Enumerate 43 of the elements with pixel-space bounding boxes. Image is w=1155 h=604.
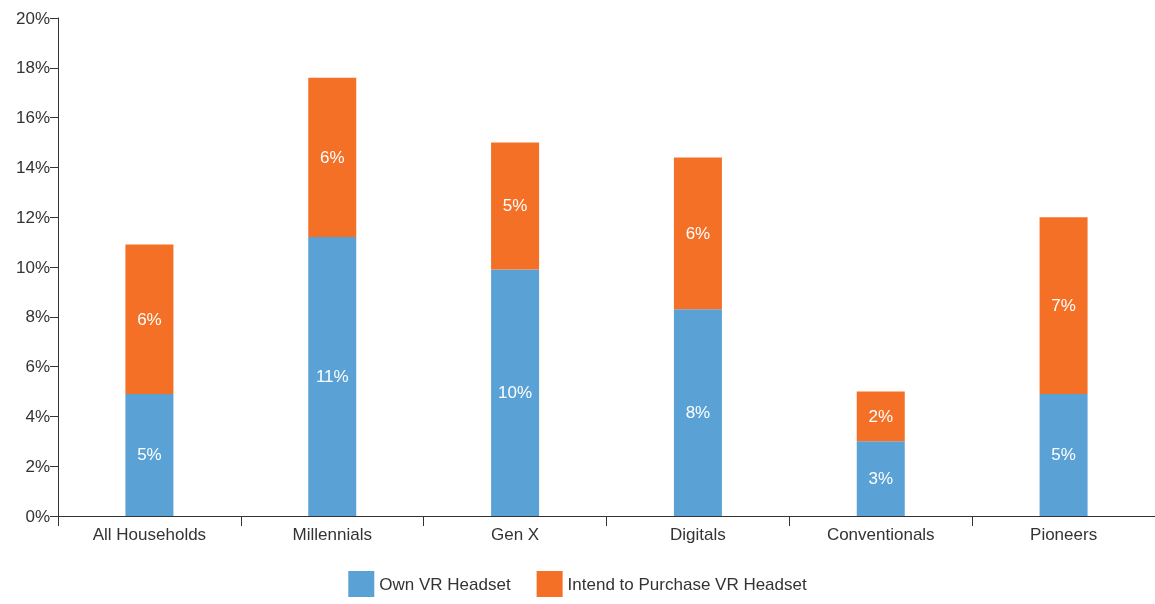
x-tick-label: Millennials (292, 525, 372, 544)
data-label: 6% (137, 309, 162, 329)
data-label: 5% (137, 445, 162, 465)
data-label: 8% (685, 403, 711, 423)
y-tick-label: 2% (25, 456, 50, 476)
y-tick-label: 10% (15, 257, 50, 277)
bar (308, 237, 357, 516)
bar (491, 142, 540, 270)
bar (673, 157, 722, 310)
legend-label: Intend to Purchase VR Headset (567, 574, 807, 594)
x-tick-label: Digitals (670, 525, 726, 544)
bar (1039, 393, 1088, 516)
bar (856, 391, 905, 442)
legend-label: Own VR Headset (379, 574, 511, 594)
data-label: 11% (315, 367, 349, 387)
y-tick-label: 18% (15, 58, 50, 78)
bar (125, 244, 174, 394)
y-tick-label: 8% (25, 307, 50, 327)
x-tick-label: Pioneers (1030, 525, 1098, 544)
y-tick-label: 12% (15, 207, 50, 227)
data-label: 5% (502, 196, 528, 216)
bar (1039, 217, 1088, 394)
bar (308, 77, 357, 238)
y-tick-label: 4% (25, 406, 50, 426)
data-label: 6% (319, 147, 345, 167)
data-label: 2% (868, 406, 894, 426)
data-label: 5% (1051, 445, 1076, 465)
bar (125, 393, 174, 516)
bar (491, 269, 540, 516)
bar (673, 309, 722, 516)
data-label: 10% (498, 383, 533, 403)
data-label: 6% (685, 223, 711, 243)
y-tick-label: 6% (25, 357, 50, 377)
data-label: 3% (868, 469, 894, 489)
bar (856, 441, 905, 516)
x-tick-label: Gen X (490, 525, 540, 544)
data-label: 7% (1051, 296, 1076, 316)
x-tick-label: Conventionals (826, 525, 935, 544)
x-tick-label: All Households (92, 525, 207, 544)
y-tick-label: 14% (15, 157, 50, 177)
y-tick-label: 0% (25, 506, 50, 526)
y-tick-label: 20% (15, 8, 50, 28)
y-tick-label: 16% (15, 108, 50, 128)
